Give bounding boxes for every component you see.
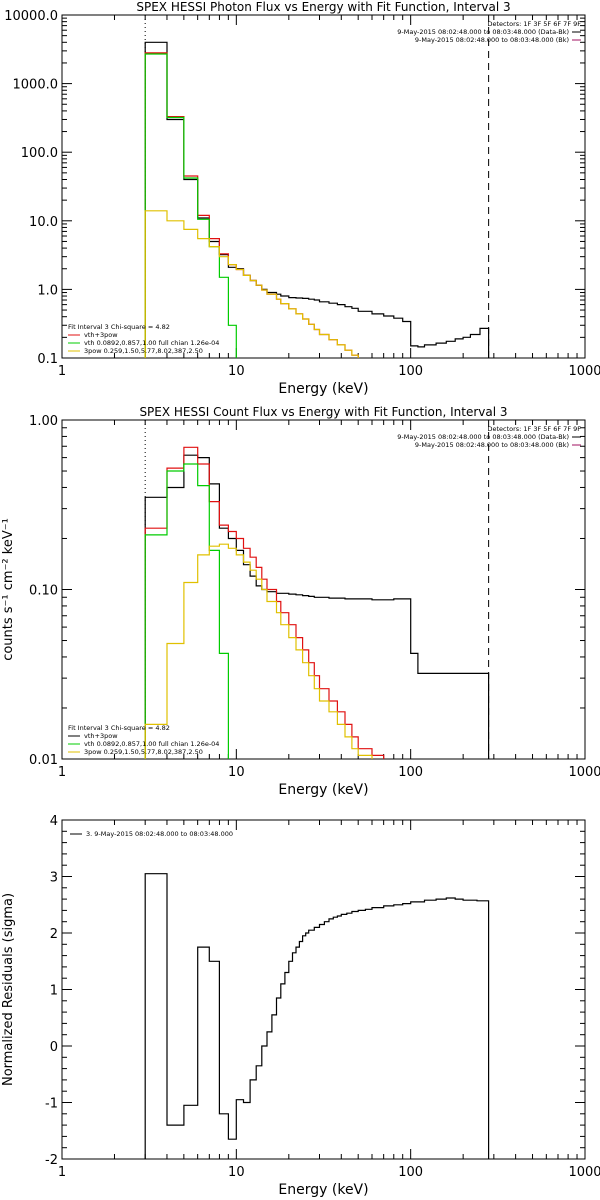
y-tick-label: 100.0 [21, 146, 58, 161]
time-data-text: 9-May-2015 08:02:48.000 to 08:03:48.000 … [397, 28, 569, 36]
y-tick-label: 1.00 [29, 414, 58, 429]
chart-2: SPEX HESSI Count Flux vs Energy with Fit… [1, 405, 600, 798]
y-tick-label: -2 [45, 1153, 58, 1168]
legend-label: vth+3pow [84, 732, 118, 740]
y-tick-label: 10.0 [29, 215, 58, 230]
legend-label: 3. 9-May-2015 08:02:48.000 to 08:03:48.0… [86, 830, 233, 838]
detectors-text: Detectors: 1F 3F 5F 6F 7F 9F [487, 425, 581, 433]
fit-interval-text: Fit Interval 3 Chi-square = 4.82 [68, 724, 170, 732]
series-data [144, 41, 490, 358]
series-residuals [144, 873, 490, 1159]
chart-3: 1 10 100 1000 -2 -1 0 1 2 3 4 Energy (keV) Normalize… [1, 814, 600, 1198]
x-axis-label: Energy (keV) [278, 381, 368, 397]
legend-label: vth+3pow [84, 331, 118, 339]
y-tick-label: 0.10 [29, 584, 58, 599]
series-vth [144, 463, 229, 759]
legend-label: vth 0.0892,0.857,1.00 full chian 1.26e-0… [84, 339, 219, 347]
y-axis-label: Normalized Residuals (sigma) [1, 893, 16, 1086]
x-tick-label: 1000 [568, 765, 600, 780]
series-vth [144, 53, 237, 358]
series-3pow [144, 210, 359, 358]
x-axis-label: Energy (keV) [278, 1182, 368, 1198]
detectors-text: Detectors: 1F 3F 5F 6F 7F 9F [487, 20, 581, 28]
y-tick-label: 10000.0 [4, 9, 58, 24]
time-data-text: 9-May-2015 08:02:48.000 to 08:03:48.000 … [397, 433, 569, 441]
y-tick-label: 1.0 [37, 283, 58, 298]
x-tick-label: 1000 [568, 364, 600, 379]
time-bk-text: 9-May-2015 08:02:48.000 to 08:03:48.000 … [415, 36, 569, 44]
y-tick-label: 1000.0 [13, 78, 59, 93]
x-tick-label: 10 [228, 364, 245, 379]
x-tick-label: 100 [398, 364, 423, 379]
y-tick-label: 3 [50, 871, 58, 886]
time-bk-text: 9-May-2015 08:02:48.000 to 08:03:48.000 … [415, 441, 569, 449]
x-tick-label: 10 [228, 1165, 245, 1180]
chart-title: SPEX HESSI Count Flux vs Energy with Fit… [139, 405, 507, 419]
y-tick-label: 0 [50, 1040, 58, 1055]
plot-frame [61, 14, 586, 359]
x-axis-label: Energy (keV) [278, 782, 368, 798]
chart-title: SPEX HESSI Photon Flux vs Energy with Fi… [136, 0, 510, 14]
y-tick-label: -1 [45, 1097, 58, 1112]
legend-label: 3pow 0.259,1.50,5.77,8.02,387,2.50 [84, 347, 203, 355]
y-axis-label: counts s⁻¹ cm⁻² keV⁻¹ [1, 518, 16, 661]
fit-interval-text: Fit Interval 3 Chi-square = 4.82 [68, 323, 170, 331]
y-tick-label: 0.1 [37, 352, 58, 367]
series-3pow [144, 543, 373, 759]
x-tick-label: 1000 [568, 1165, 600, 1180]
x-tick-label: 1 [58, 1165, 66, 1180]
chart-1: SPEX HESSI Photon Flux vs Energy with Fi… [4, 0, 600, 397]
y-tick-label: 0.01 [29, 753, 58, 768]
legend-label: vth 0.0892,0.857,1.00 full chian 1.26e-0… [84, 740, 219, 748]
series-vth-3pow [144, 446, 385, 759]
x-tick-label: 1 [58, 765, 66, 780]
y-tick-label: 1 [50, 984, 58, 999]
plot-area [144, 420, 490, 759]
plot-area [144, 873, 490, 1159]
x-tick-label: 100 [398, 1165, 423, 1180]
x-tick-label: 1 [58, 364, 66, 379]
y-tick-label: 4 [50, 814, 58, 829]
y-tick-label: 2 [50, 927, 58, 942]
plot-area [144, 15, 490, 358]
legend-label: 3pow 0.259,1.50,5.77,8.02,387,2.50 [84, 748, 203, 756]
x-tick-label: 100 [398, 765, 423, 780]
x-tick-label: 10 [228, 765, 245, 780]
